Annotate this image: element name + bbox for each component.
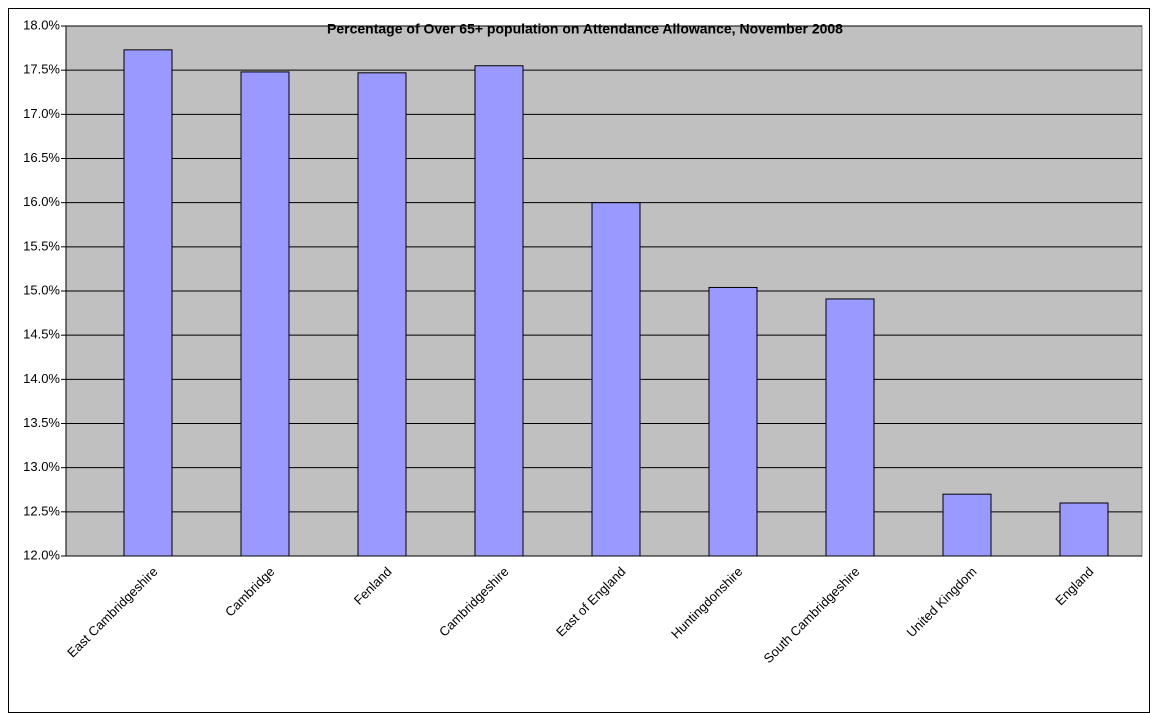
y-tick-label: 14.5% [23,327,60,342]
bar [942,493,992,557]
chart-title: Percentage of Over 65+ population on Att… [327,21,843,37]
y-tick-label: 15.0% [23,282,60,297]
y-tick-label: 17.5% [23,62,60,77]
y-tick-label: 17.0% [23,106,60,121]
bar [474,65,524,557]
y-tick-label: 12.0% [23,547,60,562]
bar [240,71,290,557]
bar [123,49,173,557]
bar [357,72,407,557]
y-tick-label: 16.5% [23,150,60,165]
y-tick-label: 15.5% [23,238,60,253]
y-tick-label: 14.0% [23,371,60,386]
y-tick-label: 13.5% [23,415,60,430]
bar [591,202,641,557]
y-tick-label: 18.0% [23,17,60,32]
bar [1059,502,1109,557]
bar [825,298,875,557]
y-tick-label: 12.5% [23,503,60,518]
y-tick-label: 16.0% [23,194,60,209]
y-tick-label: 13.0% [23,459,60,474]
bar [708,286,758,557]
